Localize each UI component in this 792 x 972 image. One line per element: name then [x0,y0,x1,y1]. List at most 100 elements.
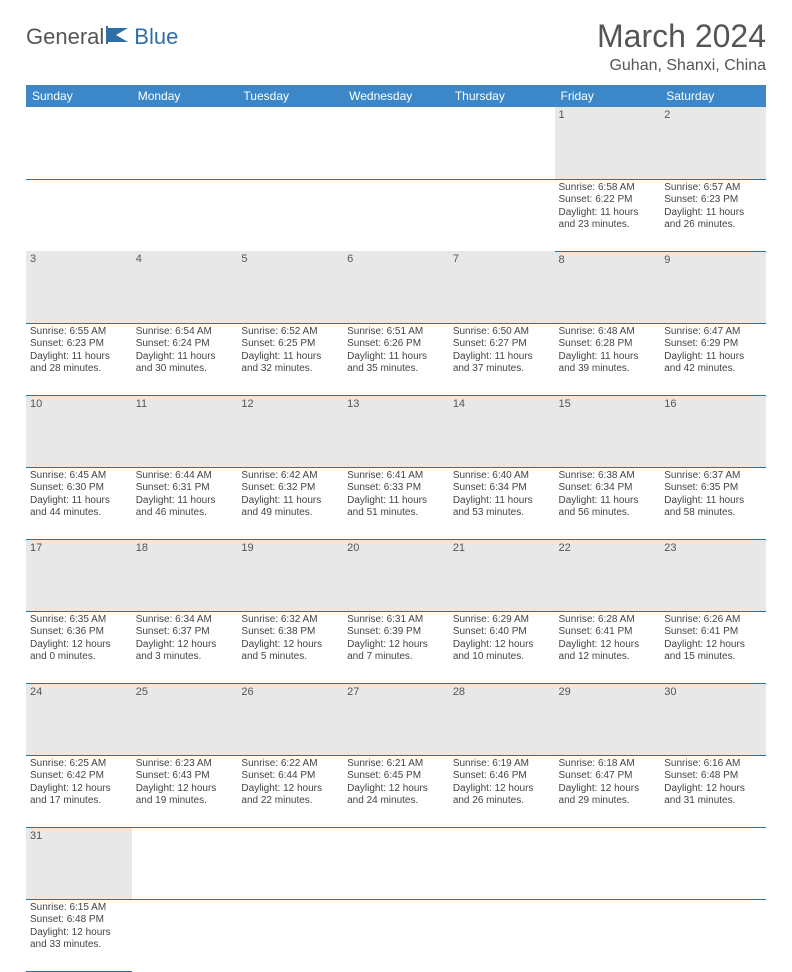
day-number: 19 [241,542,253,554]
daylight-text: and 58 minutes. [664,507,762,520]
weekday-header: Tuesday [237,85,343,107]
day-number-cell [449,107,555,179]
daylight-text: Daylight: 11 hours [559,207,657,220]
day-number: 5 [241,253,247,265]
day-detail-cell [555,899,661,971]
sunset-text: Sunset: 6:23 PM [664,194,762,207]
sunset-text: Sunset: 6:31 PM [136,482,234,495]
day-detail-cell: Sunrise: 6:35 AMSunset: 6:36 PMDaylight:… [26,611,132,683]
day-number-cell [132,827,238,899]
sunset-text: Sunset: 6:44 PM [241,770,339,783]
day-number: 15 [559,398,571,410]
sunrise-text: Sunrise: 6:37 AM [664,470,762,483]
sunrise-text: Sunrise: 6:21 AM [347,758,445,771]
weekday-header: Monday [132,85,238,107]
day-number-cell: 14 [449,395,555,467]
daylight-text: Daylight: 12 hours [347,639,445,652]
sunrise-text: Sunrise: 6:15 AM [30,902,128,915]
location-text: Guhan, Shanxi, China [597,57,766,75]
day-number-cell: 1 [555,107,661,179]
day-number-cell: 29 [555,683,661,755]
sunrise-text: Sunrise: 6:54 AM [136,326,234,339]
flag-icon [106,26,132,49]
weekday-header: Saturday [660,85,766,107]
day-number: 7 [453,253,459,265]
sunrise-text: Sunrise: 6:40 AM [453,470,551,483]
sunset-text: Sunset: 6:32 PM [241,482,339,495]
daylight-text: and 22 minutes. [241,795,339,808]
sunrise-text: Sunrise: 6:26 AM [664,614,762,627]
day-number: 25 [136,686,148,698]
day-number-cell: 8 [555,251,661,323]
day-detail-cell [660,899,766,971]
sunset-text: Sunset: 6:42 PM [30,770,128,783]
day-detail-cell: Sunrise: 6:54 AMSunset: 6:24 PMDaylight:… [132,323,238,395]
day-number-cell [660,827,766,899]
daylight-text: and 7 minutes. [347,651,445,664]
header: General Blue March 2024 Guhan, Shanxi, C… [26,18,766,75]
daylight-text: Daylight: 11 hours [30,495,128,508]
day-number-cell: 23 [660,539,766,611]
day-number: 27 [347,686,359,698]
day-detail-cell: Sunrise: 6:58 AMSunset: 6:22 PMDaylight:… [555,179,661,251]
daylight-text: Daylight: 11 hours [453,495,551,508]
daylight-text: and 24 minutes. [347,795,445,808]
sunrise-text: Sunrise: 6:34 AM [136,614,234,627]
day-number-cell: 16 [660,395,766,467]
sunset-text: Sunset: 6:34 PM [453,482,551,495]
daylight-text: Daylight: 11 hours [664,351,762,364]
daylight-text: Daylight: 12 hours [664,783,762,796]
sunrise-text: Sunrise: 6:16 AM [664,758,762,771]
day-number-cell: 19 [237,539,343,611]
daylight-text: Daylight: 11 hours [664,495,762,508]
daylight-text: and 39 minutes. [559,363,657,376]
day-detail-cell: Sunrise: 6:28 AMSunset: 6:41 PMDaylight:… [555,611,661,683]
day-number-cell [132,107,238,179]
day-detail-cell: Sunrise: 6:52 AMSunset: 6:25 PMDaylight:… [237,323,343,395]
day-detail-cell: Sunrise: 6:29 AMSunset: 6:40 PMDaylight:… [449,611,555,683]
day-number-cell: 7 [449,251,555,323]
daylight-text: Daylight: 12 hours [136,639,234,652]
sunset-text: Sunset: 6:38 PM [241,626,339,639]
daylight-text: Daylight: 12 hours [559,639,657,652]
sunrise-text: Sunrise: 6:44 AM [136,470,234,483]
day-number: 4 [136,253,142,265]
day-number: 18 [136,542,148,554]
sunrise-text: Sunrise: 6:57 AM [664,182,762,195]
sunrise-text: Sunrise: 6:29 AM [453,614,551,627]
sunset-text: Sunset: 6:33 PM [347,482,445,495]
sunrise-text: Sunrise: 6:22 AM [241,758,339,771]
day-number-cell [555,827,661,899]
sunset-text: Sunset: 6:35 PM [664,482,762,495]
title-block: March 2024 Guhan, Shanxi, China [597,18,766,75]
day-number-cell: 31 [26,827,132,899]
day-number: 1 [559,109,565,121]
sunrise-text: Sunrise: 6:31 AM [347,614,445,627]
day-detail-cell [237,899,343,971]
day-number: 8 [559,254,565,266]
day-number-cell: 13 [343,395,449,467]
day-detail-cell: Sunrise: 6:31 AMSunset: 6:39 PMDaylight:… [343,611,449,683]
sunrise-text: Sunrise: 6:38 AM [559,470,657,483]
day-number: 28 [453,686,465,698]
daylight-text: and 32 minutes. [241,363,339,376]
day-number-cell: 2 [660,107,766,179]
sunset-text: Sunset: 6:28 PM [559,338,657,351]
daylight-text: and 30 minutes. [136,363,234,376]
day-detail-cell: Sunrise: 6:44 AMSunset: 6:31 PMDaylight:… [132,467,238,539]
day-detail-cell: Sunrise: 6:47 AMSunset: 6:29 PMDaylight:… [660,323,766,395]
daylight-text: Daylight: 11 hours [347,351,445,364]
day-number-cell: 11 [132,395,238,467]
sunset-text: Sunset: 6:48 PM [664,770,762,783]
day-detail-cell: Sunrise: 6:18 AMSunset: 6:47 PMDaylight:… [555,755,661,827]
sunrise-text: Sunrise: 6:28 AM [559,614,657,627]
day-number-cell [26,107,132,179]
day-number: 29 [559,686,571,698]
day-detail-cell: Sunrise: 6:55 AMSunset: 6:23 PMDaylight:… [26,323,132,395]
calendar-header-row: SundayMondayTuesdayWednesdayThursdayFrid… [26,85,766,107]
day-detail-cell [449,899,555,971]
day-number: 9 [664,254,670,266]
day-detail-cell: Sunrise: 6:50 AMSunset: 6:27 PMDaylight:… [449,323,555,395]
daylight-text: Daylight: 12 hours [136,783,234,796]
day-number: 24 [30,686,42,698]
